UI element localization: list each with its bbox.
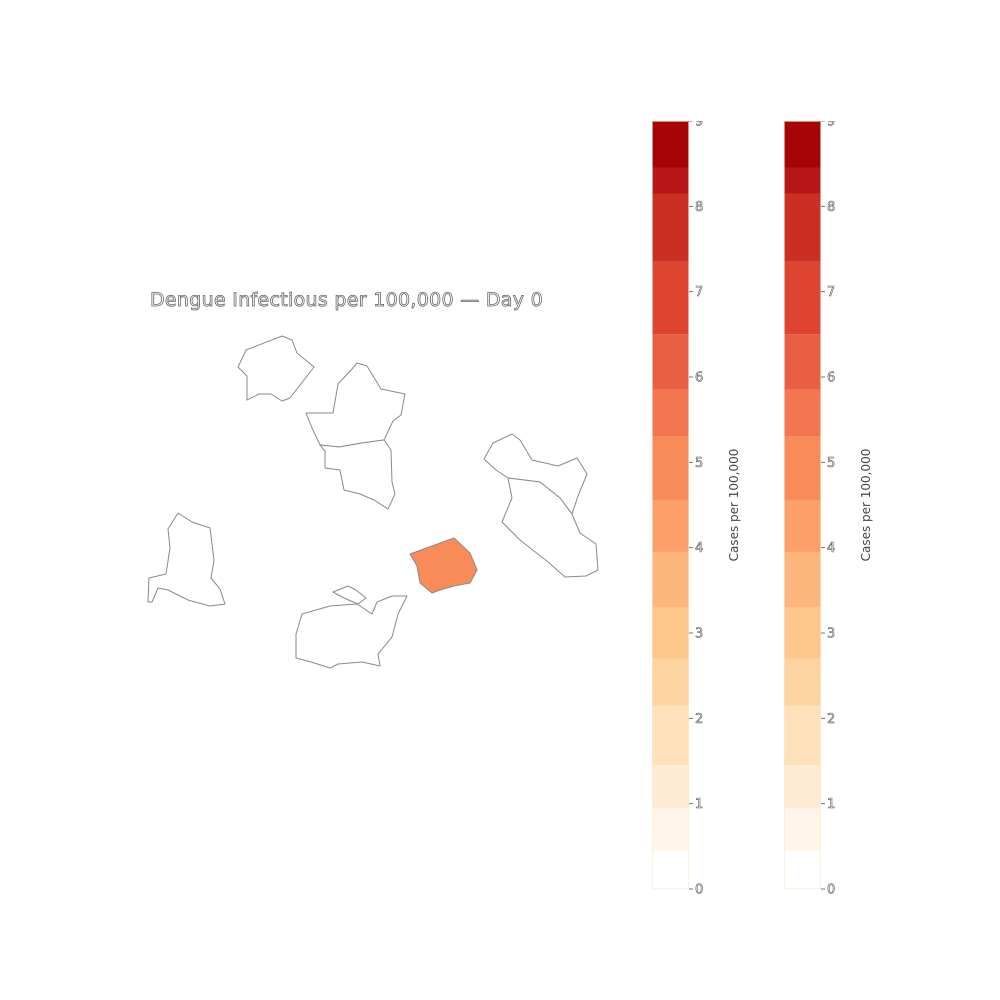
region-west[interactable] — [147, 512, 226, 607]
colorbar-swatch — [652, 551, 689, 608]
colorbar-swatch — [652, 705, 689, 766]
colorbar-swatch — [784, 389, 821, 437]
colorbar-swatch — [784, 705, 821, 766]
colorbar-tick-label: 1 — [827, 797, 835, 812]
colorbar-swatch — [652, 658, 689, 706]
colorbar-swatch — [652, 121, 689, 168]
region-north-lower[interactable] — [319, 439, 396, 510]
colorbar-swatch — [652, 765, 689, 808]
colorbar-swatch — [652, 500, 689, 552]
colorbar-swatch — [652, 167, 689, 194]
colorbar-swatch — [652, 807, 689, 851]
colorbar-swatch — [652, 193, 689, 262]
colorbar-right: 0 1 2 3 4 5 6 7 8 9 — [784, 114, 884, 901]
colorbar-swatch — [784, 500, 821, 552]
colorbar-tick-label: 2 — [827, 712, 835, 727]
colorbar-swatch — [784, 436, 821, 501]
region-north-upper[interactable] — [305, 362, 406, 448]
colorbar-tick-label: 8 — [827, 200, 835, 215]
colorbar-swatch — [784, 261, 821, 335]
region-central[interactable] — [409, 537, 478, 594]
colorbar-swatch — [652, 261, 689, 335]
colorbar-swatch — [784, 607, 821, 659]
colorbar-label-left: Cases per 100,000 — [727, 448, 741, 562]
colorbar-scale: 0 1 2 3 4 5 6 7 8 9 — [784, 114, 836, 898]
colorbar-swatch — [652, 607, 689, 659]
colorbar-tick-label: 5 — [827, 456, 835, 471]
region-south-islet[interactable] — [332, 585, 367, 605]
colorbar-label-right: Cases per 100,000 — [859, 448, 873, 562]
colorbar-swatch — [784, 193, 821, 262]
colorbar-tick-label: 5 — [695, 456, 703, 471]
colorbar-swatch — [784, 850, 821, 889]
colorbar-tick-label: 6 — [827, 371, 835, 386]
colorbar-tick-label: 3 — [827, 627, 835, 642]
colorbar-tick-label: 7 — [827, 285, 835, 300]
colorbar-swatch — [784, 551, 821, 608]
colorbar-tick-label: 8 — [695, 200, 703, 215]
colorbar-swatch — [784, 765, 821, 808]
colorbar-outline — [652, 121, 689, 889]
colorbar-swatch — [784, 167, 821, 194]
colorbar-tick-label: 4 — [827, 541, 835, 556]
colorbar-swatch — [784, 334, 821, 390]
colorbar-swatch — [784, 658, 821, 706]
colorbar-swatch — [652, 389, 689, 437]
colorbar-tick-label: 7 — [695, 285, 703, 300]
colorbar-tick-label: 9 — [827, 121, 835, 130]
region-east-lower[interactable] — [501, 477, 599, 578]
colorbar-tick-label: 3 — [695, 627, 703, 642]
colorbar-tick-label: 9 — [695, 121, 703, 130]
map-title: Dengue Infectious per 100,000 — Day 0 — [150, 289, 544, 312]
colorbar-swatch — [652, 850, 689, 889]
colorbar-tick-label: 6 — [695, 371, 703, 386]
colorbar-swatch — [652, 334, 689, 390]
colorbar-tick-label: 1 — [695, 797, 703, 812]
colorbar-swatch — [784, 121, 821, 168]
colorbar-tick-label: 2 — [695, 712, 703, 727]
colorbar-scale: 0 1 2 3 4 5 6 7 8 9 — [652, 114, 704, 898]
region-northwest[interactable] — [237, 335, 315, 402]
colorbar-swatch — [652, 436, 689, 501]
colorbar-tick-label: 4 — [695, 541, 703, 556]
colorbar-swatch — [784, 807, 821, 851]
colorbar-outline — [784, 121, 821, 889]
colorbar-tick-label: 0 — [827, 883, 835, 898]
colorbar-tick-label: 0 — [695, 883, 703, 898]
colorbar-left: 0 1 2 3 4 5 6 7 8 9 — [652, 114, 752, 901]
region-southwest[interactable] — [295, 595, 408, 669]
